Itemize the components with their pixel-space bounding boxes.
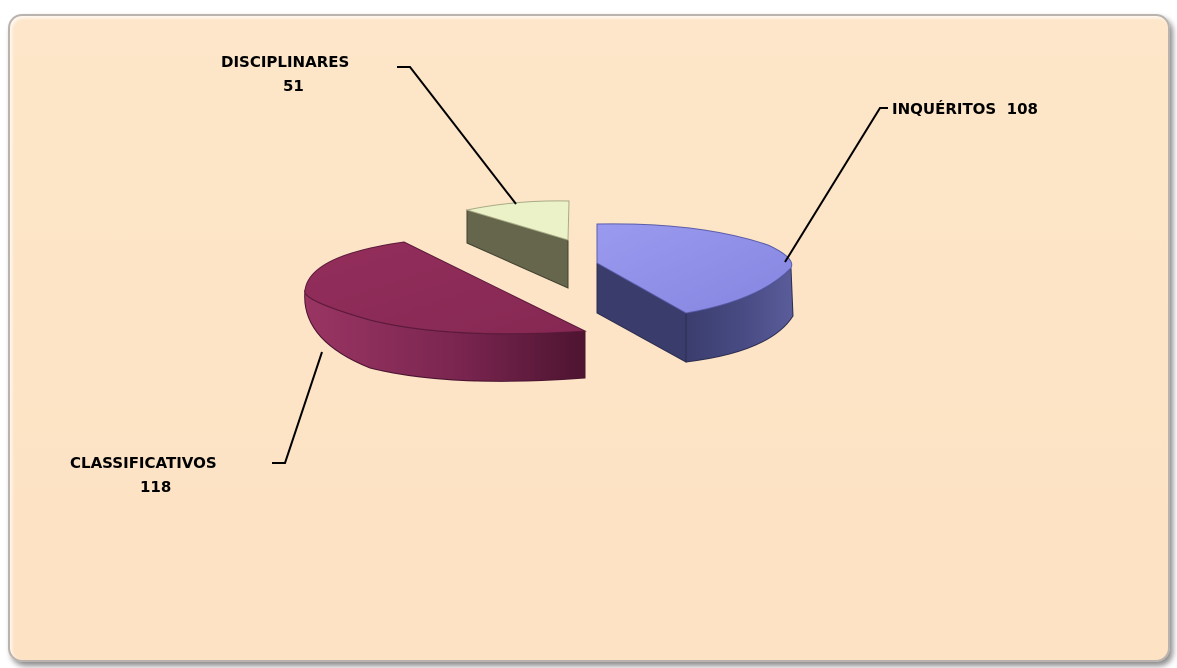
- chart-area: [8, 14, 1170, 662]
- label-inqueritos: INQUÉRITOS 108: [892, 99, 1038, 118]
- slice-inqueritos: [596, 223, 794, 363]
- label-classificativos: CLASSIFICATIVOS: [70, 454, 217, 472]
- slice-disciplinares-top: [466, 200, 570, 241]
- leader-line-classificativos: [272, 351, 323, 464]
- label-disciplinares: DISCIPLINARES: [221, 53, 349, 71]
- slice-disciplinares: [466, 200, 570, 289]
- leader-line-inqueritos: [784, 107, 888, 263]
- leader-line-disciplinares: [397, 66, 517, 205]
- slice-classificativos-top: [304, 241, 587, 335]
- label-classificativos-value: 118: [140, 478, 171, 496]
- slice-inqueritos-top: [596, 223, 793, 314]
- label-disciplinares-value: 51: [283, 77, 304, 95]
- slice-classificativos: [304, 241, 587, 382]
